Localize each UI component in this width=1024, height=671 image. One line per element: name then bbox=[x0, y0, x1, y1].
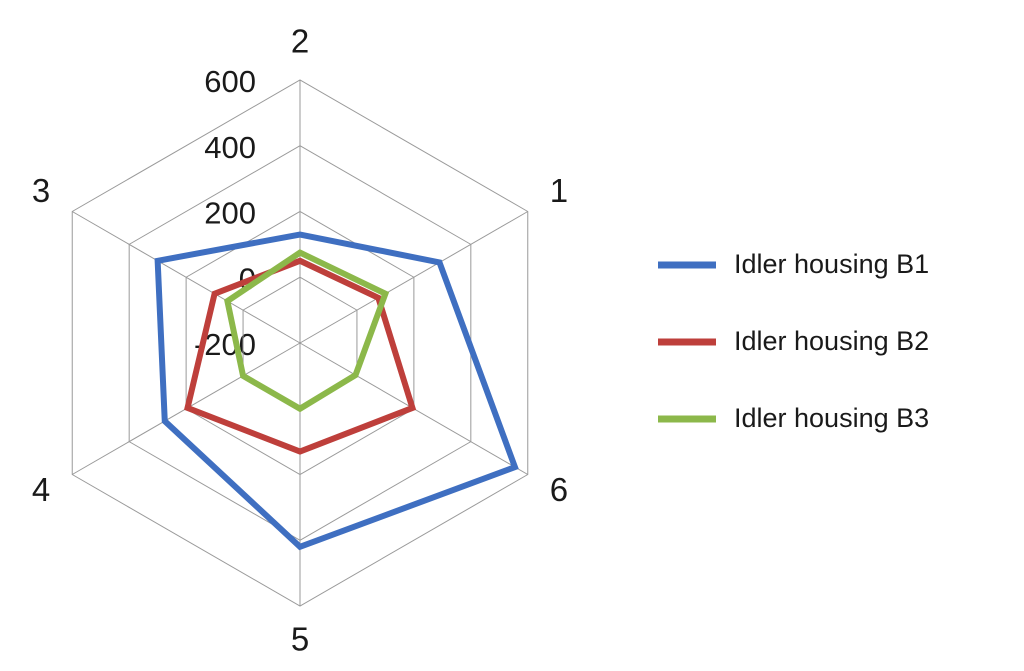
series-line bbox=[184, 257, 417, 455]
y-tick-label: 600 bbox=[204, 64, 256, 99]
y-tick-label: 200 bbox=[204, 196, 256, 231]
category-label: 1 bbox=[550, 172, 568, 209]
y-tick-label: 400 bbox=[204, 130, 256, 165]
grid-ring bbox=[128, 145, 472, 541]
category-label: 6 bbox=[550, 471, 568, 508]
series-line bbox=[154, 231, 519, 551]
series-line bbox=[224, 249, 390, 413]
legend-label: Idler housing B3 bbox=[734, 403, 929, 433]
grid-ring bbox=[71, 79, 529, 607]
category-label: 3 bbox=[32, 172, 50, 209]
category-label: 5 bbox=[291, 621, 309, 658]
legend-label: Idler housing B1 bbox=[734, 249, 929, 279]
category-label: 4 bbox=[32, 471, 50, 508]
legend-label: Idler housing B2 bbox=[734, 326, 929, 356]
category-label: 2 bbox=[291, 23, 309, 60]
